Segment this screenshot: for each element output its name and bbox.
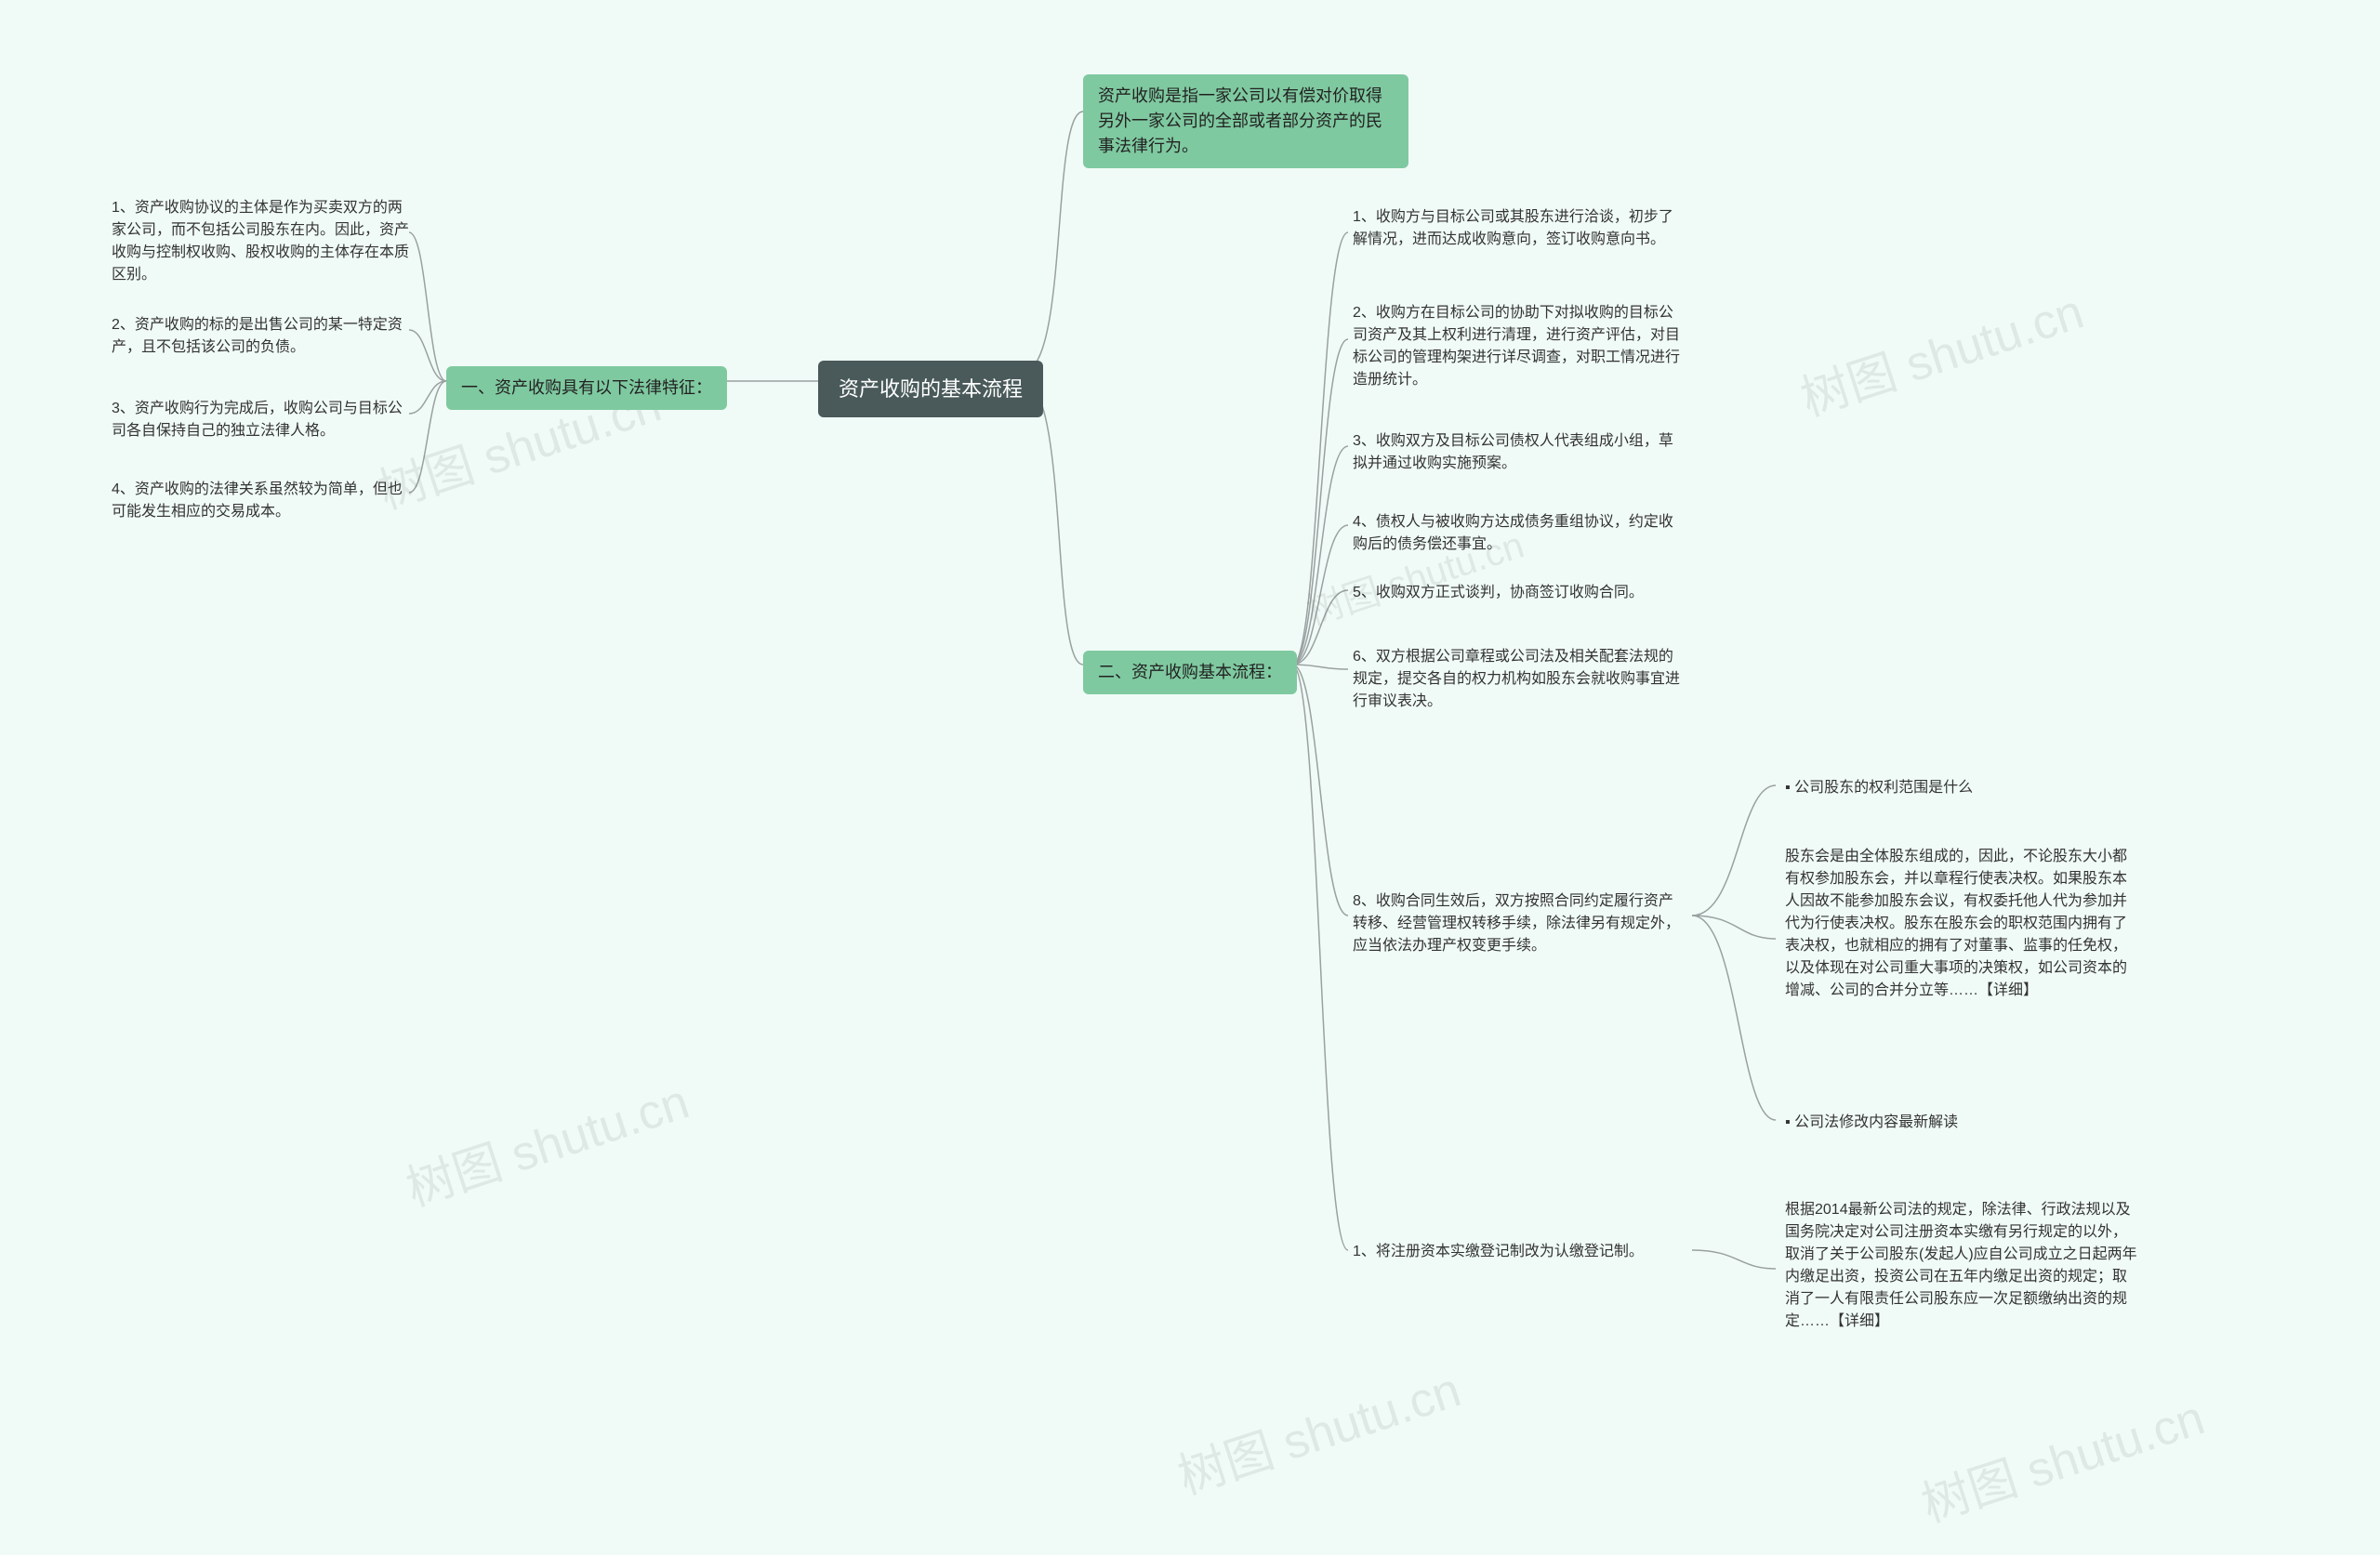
- leaf-process-6: 6、双方根据公司章程或公司法及相关配套法规的规定，提交各自的权力机构如股东会就收…: [1353, 646, 1687, 713]
- watermark: 树图 shutu.cn: [1911, 1378, 2212, 1535]
- watermark: 树图 shutu.cn: [1168, 1351, 1468, 1508]
- leaf-process-4: 4、债权人与被收购方达成债务重组协议，约定收购后的债务偿还事宜。: [1353, 511, 1687, 556]
- leaf-process-last: 1、将注册资本实缴登记制改为认缴登记制。: [1353, 1241, 1687, 1263]
- leaf-legal-2: 2、资产收购的标的是出售公司的某一特定资产，且不包括该公司的负债。: [112, 314, 409, 359]
- leaf-sub-last: 根据2014最新公司法的规定，除法律、行政法规以及国务院决定对公司注册资本实缴有…: [1785, 1199, 2138, 1333]
- leaf-legal-4: 4、资产收购的法律关系虽然较为简单，但也可能发生相应的交易成本。: [112, 479, 409, 523]
- watermark: 树图 shutu.cn: [396, 1062, 696, 1219]
- leaf-sub8-b-title: 公司法修改内容最新解读: [1785, 1112, 2045, 1134]
- leaf-process-8: 8、收购合同生效后，双方按照合同约定履行资产转移、经营管理权转移手续，除法律另有…: [1353, 890, 1687, 957]
- leaf-sub8-a-title: 公司股东的权利范围是什么: [1785, 777, 2045, 799]
- branch-legal-features[interactable]: 一、资产收购具有以下法律特征：: [446, 366, 727, 410]
- leaf-process-5: 5、收购双方正式谈判，协商签订收购合同。: [1353, 582, 1687, 604]
- root-node[interactable]: 资产收购的基本流程: [818, 361, 1043, 417]
- leaf-process-3: 3、收购双方及目标公司债权人代表组成小组，草拟并通过收购实施预案。: [1353, 430, 1687, 475]
- branch-process[interactable]: 二、资产收购基本流程：: [1083, 651, 1297, 694]
- leaf-process-1: 1、收购方与目标公司或其股东进行洽谈，初步了解情况，进而达成收购意向，签订收购意…: [1353, 206, 1687, 251]
- leaf-process-2: 2、收购方在目标公司的协助下对拟收购的目标公司资产及其上权利进行清理，进行资产评…: [1353, 302, 1687, 391]
- leaf-legal-3: 3、资产收购行为完成后，收购公司与目标公司各自保持自己的独立法律人格。: [112, 398, 409, 442]
- leaf-legal-1: 1、资产收购协议的主体是作为买卖双方的两家公司，而不包括公司股东在内。因此，资产…: [112, 197, 409, 286]
- watermark: 树图 shutu.cn: [1791, 272, 2091, 429]
- leaf-sub8-a-text: 股东会是由全体股东组成的，因此，不论股东大小都有权参加股东会，并以章程行使表决权…: [1785, 846, 2138, 1002]
- definition-box[interactable]: 资产收购是指一家公司以有偿对价取得另外一家公司的全部或者部分资产的民事法律行为。: [1083, 74, 1408, 168]
